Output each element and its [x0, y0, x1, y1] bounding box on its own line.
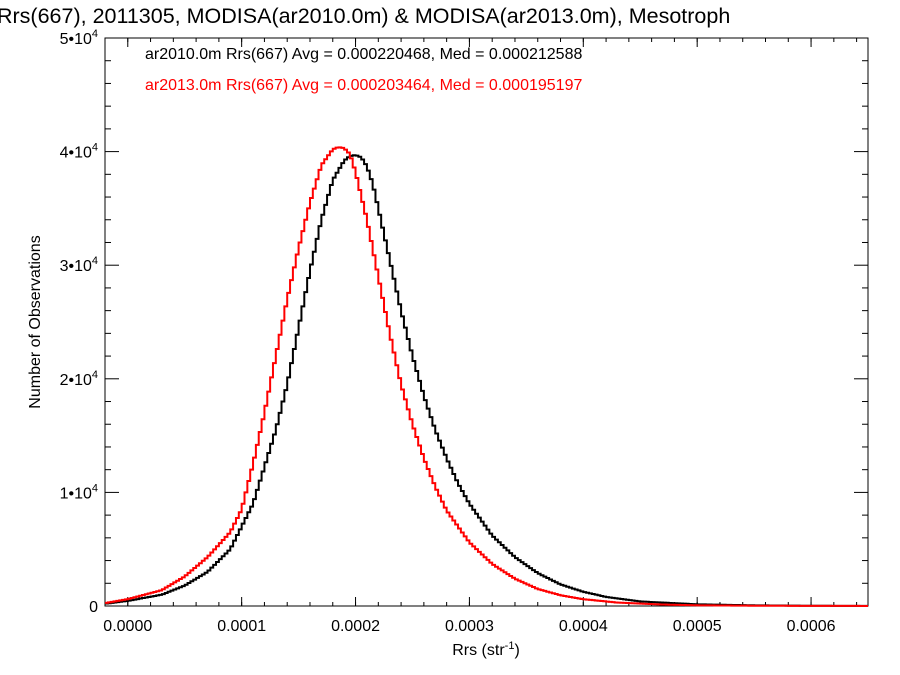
- series-ar2013-line: [105, 146, 868, 607]
- y-tick-label: 4•104: [60, 142, 98, 162]
- y-tick-label: 5•104: [60, 28, 98, 48]
- y-tick-label: 3•104: [60, 255, 98, 275]
- series-layer: [105, 146, 868, 607]
- x-axis-label-close: ): [514, 642, 519, 659]
- x-tick-label: 0.0006: [787, 618, 836, 635]
- y-axis-label: Number of Observations: [27, 235, 44, 408]
- x-tick-label: 0.0004: [559, 618, 608, 635]
- x-tick-label: 0.0005: [673, 618, 722, 635]
- x-axis-ticks: 0.0000 0.0001 0.0002 0.0003 0.0004 0.0005 0.00…: [103, 38, 858, 635]
- x-axis-label: Rrs (str-1): [452, 640, 520, 659]
- y-tick-label-base: 1•10: [60, 485, 92, 502]
- x-axis-label-main: Rrs (str: [452, 642, 505, 659]
- y-tick-label-base: 3•10: [60, 258, 92, 275]
- y-tick-label: 0: [89, 599, 98, 616]
- x-tick-label: 0.0000: [103, 618, 152, 635]
- y-tick-label-exp: 4: [92, 142, 98, 154]
- x-tick-label: 0.0003: [445, 618, 494, 635]
- annotation-ar2013: ar2013.0m Rrs(667) Avg = 0.000203464, Me…: [145, 77, 582, 94]
- x-axis-label-sup: -1: [505, 640, 515, 652]
- x-tick-label: 0.0001: [217, 618, 266, 635]
- y-tick-label-base: 4•10: [60, 145, 92, 162]
- y-tick-label: 2•104: [60, 369, 98, 389]
- y-tick-label-exp: 4: [92, 255, 98, 267]
- y-tick-label-exp: 4: [92, 369, 98, 381]
- y-tick-label-base: 5•10: [60, 31, 92, 48]
- chart-title: Rrs(667), 2011305, MODISA(ar2010.0m) & M…: [0, 4, 730, 28]
- series-ar2010-line: [105, 154, 868, 607]
- annotation-ar2010: ar2010.0m Rrs(667) Avg = 0.000220468, Me…: [145, 46, 582, 63]
- y-tick-label-base: 2•10: [60, 372, 92, 389]
- y-tick-label: 1•104: [60, 482, 98, 502]
- x-tick-label: 0.0002: [331, 618, 380, 635]
- y-tick-label-exp: 4: [92, 28, 98, 40]
- y-tick-label-exp: 4: [92, 482, 98, 494]
- plot-frame: [104, 37, 869, 607]
- y-tick-label-base: 0: [89, 599, 98, 616]
